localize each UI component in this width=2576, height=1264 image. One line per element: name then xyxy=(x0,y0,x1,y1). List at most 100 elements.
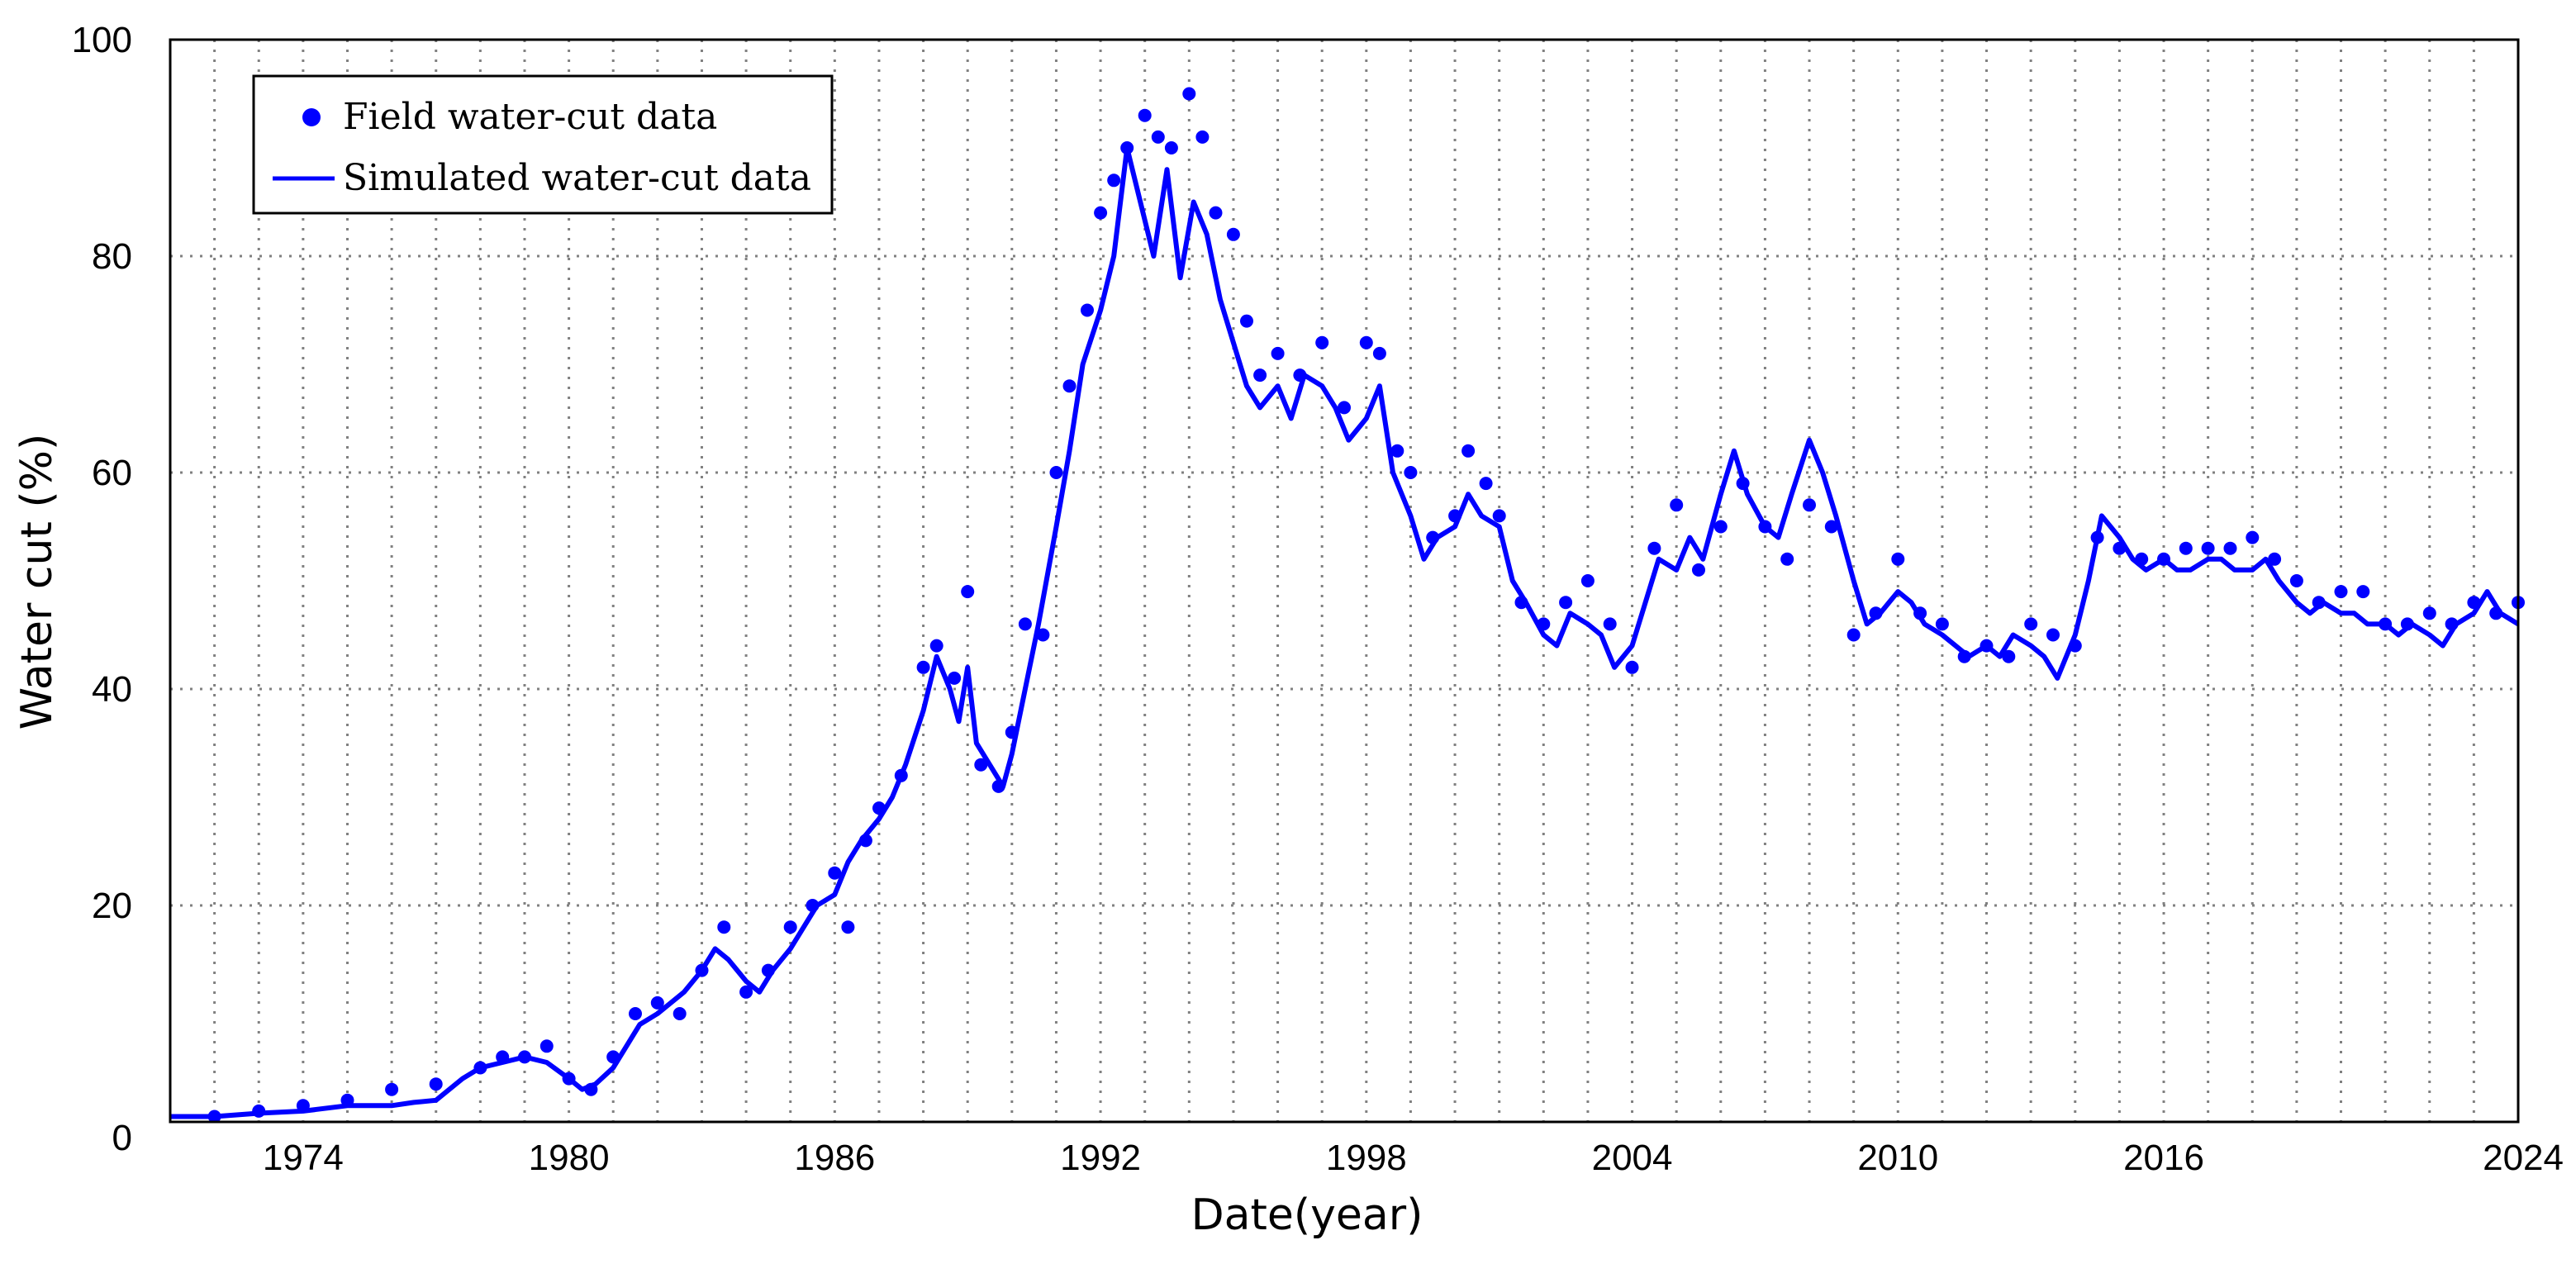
field-data-point-100 xyxy=(2312,596,2326,610)
field-data-point-62 xyxy=(1479,477,1493,491)
x-tick-label-2: 1986 xyxy=(794,1138,875,1178)
field-data-point-13 xyxy=(629,1007,642,1020)
field-data-point-51 xyxy=(1271,346,1285,360)
legend-label-field: Field water-cut data xyxy=(343,96,717,138)
field-data-point-24 xyxy=(858,834,872,848)
field-data-point-46 xyxy=(1195,130,1210,144)
x-tick-label-3: 1992 xyxy=(1060,1138,1141,1178)
x-tick-label-1: 1980 xyxy=(529,1138,610,1178)
legend-marker-field xyxy=(302,108,321,126)
x-tick-label-0: 1974 xyxy=(263,1138,344,1178)
field-data-point-16 xyxy=(695,963,709,977)
field-data-point-0 xyxy=(207,1110,221,1124)
y-tick-label-1: 20 xyxy=(92,886,132,926)
legend: Field water-cut data Simulated water-cut… xyxy=(252,74,834,215)
y-tick-label-4: 80 xyxy=(92,236,132,277)
field-data-point-22 xyxy=(828,866,842,880)
y-tick-label-0: 0 xyxy=(112,1118,132,1158)
field-data-point-27 xyxy=(916,660,930,674)
field-data-point-82 xyxy=(1913,606,1927,620)
field-data-point-23 xyxy=(841,920,855,934)
field-data-point-72 xyxy=(1692,563,1705,577)
field-data-point-36 xyxy=(1049,466,1063,479)
x-tick-label-8: 2024 xyxy=(2483,1138,2564,1178)
field-data-point-88 xyxy=(2046,628,2060,642)
field-data-point-58 xyxy=(1404,466,1418,479)
field-data-point-29 xyxy=(948,671,962,685)
field-data-point-35 xyxy=(1036,628,1050,642)
x-tick-label-7: 2016 xyxy=(2123,1138,2204,1178)
field-data-point-44 xyxy=(1164,141,1178,154)
field-data-point-17 xyxy=(717,920,731,934)
field-data-point-57 xyxy=(1390,444,1404,458)
field-data-point-84 xyxy=(1957,649,1971,663)
field-data-point-26 xyxy=(894,768,908,782)
field-data-point-37 xyxy=(1062,379,1077,393)
field-data-point-15 xyxy=(673,1007,687,1020)
field-data-point-7 xyxy=(496,1050,510,1064)
field-data-point-54 xyxy=(1338,401,1351,415)
field-data-point-47 xyxy=(1209,206,1223,220)
field-data-point-97 xyxy=(2246,530,2260,544)
x-axis-title: Date(year) xyxy=(1191,1190,1423,1240)
field-data-point-42 xyxy=(1138,108,1152,122)
field-data-point-55 xyxy=(1359,335,1373,349)
field-data-point-8 xyxy=(518,1050,531,1064)
field-data-point-43 xyxy=(1151,130,1165,144)
field-data-point-71 xyxy=(1670,498,1684,512)
field-data-point-78 xyxy=(1824,520,1838,534)
field-data-point-49 xyxy=(1240,314,1253,328)
field-data-point-63 xyxy=(1492,509,1506,523)
field-data-point-52 xyxy=(1293,368,1307,383)
y-tick-label-3: 60 xyxy=(92,453,132,493)
y-axis-title: Water cut (%) xyxy=(12,434,62,730)
field-data-point-66 xyxy=(1559,596,1573,610)
field-data-point-14 xyxy=(650,996,664,1010)
field-data-point-41 xyxy=(1120,141,1134,154)
field-data-point-74 xyxy=(1736,477,1750,491)
field-data-point-33 xyxy=(1005,725,1019,739)
field-data-point-53 xyxy=(1315,335,1329,349)
field-data-point-11 xyxy=(584,1082,598,1096)
simulated-water-cut-line xyxy=(170,145,2520,1119)
axis-ticks: 1974 1980 1986 1992 1998 2004 2010 2016 2024 0 20 4… xyxy=(72,20,2564,1178)
field-data-point-21 xyxy=(806,899,820,912)
field-data-point-5 xyxy=(429,1077,443,1091)
field-data-point-18 xyxy=(739,985,753,999)
field-data-point-81 xyxy=(1891,552,1905,566)
field-data-point-6 xyxy=(473,1061,487,1075)
field-data-point-64 xyxy=(1514,596,1528,610)
field-data-point-48 xyxy=(1226,227,1240,241)
field-data-point-59 xyxy=(1426,530,1440,544)
field-data-point-67 xyxy=(1580,574,1595,587)
field-data-point-108 xyxy=(2489,606,2503,620)
field-data-point-9 xyxy=(539,1039,554,1053)
field-data-point-45 xyxy=(1182,87,1196,101)
field-data-point-89 xyxy=(2068,639,2082,653)
field-data-point-94 xyxy=(2179,541,2193,555)
field-data-point-105 xyxy=(2422,606,2436,620)
field-data-point-31 xyxy=(974,758,988,772)
field-data-point-73 xyxy=(1713,520,1728,534)
field-data-point-95 xyxy=(2201,541,2215,555)
x-tick-label-5: 2004 xyxy=(1592,1138,1673,1178)
field-data-point-28 xyxy=(929,639,943,653)
field-data-point-77 xyxy=(1803,498,1816,512)
field-data-point-25 xyxy=(872,801,886,815)
field-data-point-34 xyxy=(1018,617,1032,631)
field-data-point-90 xyxy=(2090,530,2104,544)
field-data-point-101 xyxy=(2334,585,2348,599)
field-data-point-107 xyxy=(2467,596,2481,610)
field-data-point-85 xyxy=(1980,639,1994,653)
field-data-point-39 xyxy=(1094,206,1108,220)
field-data-point-104 xyxy=(2400,617,2414,631)
field-data-point-102 xyxy=(2356,585,2370,599)
field-data-point-70 xyxy=(1647,541,1661,555)
legend-label-simulated: Simulated water-cut data xyxy=(343,157,811,199)
x-tick-label-4: 1998 xyxy=(1326,1138,1407,1178)
field-data-point-99 xyxy=(2289,574,2303,587)
field-data-point-4 xyxy=(385,1082,399,1096)
x-tick-label-6: 2010 xyxy=(1857,1138,1938,1178)
field-data-point-68 xyxy=(1603,617,1617,631)
field-data-point-20 xyxy=(783,920,797,934)
